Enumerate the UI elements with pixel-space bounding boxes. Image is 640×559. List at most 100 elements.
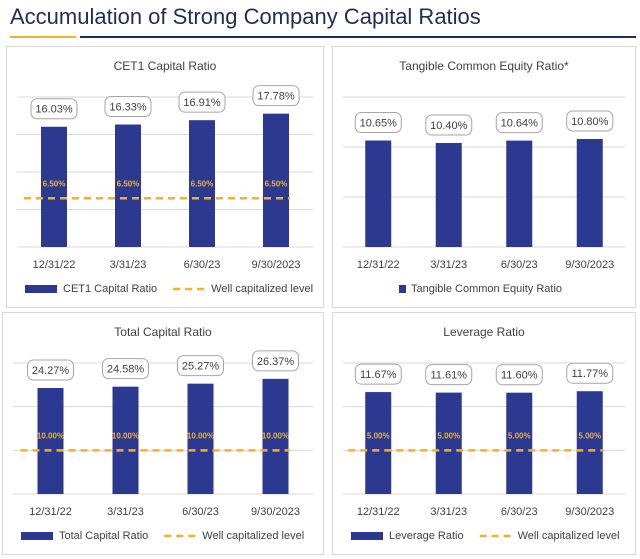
x-tick-label: 3/31/23 [430, 506, 467, 518]
bar [189, 120, 215, 247]
chart-title: Tangible Common Equity Ratio* [399, 59, 569, 73]
data-label: 16.91% [183, 97, 221, 109]
data-label-box [177, 355, 224, 377]
x-tick-label: 9/30/2023 [565, 259, 614, 271]
bar [41, 126, 67, 247]
data-label: 11.67% [360, 369, 397, 381]
page-title: Accumulation of Strong Company Capital R… [10, 4, 481, 29]
legend-label: Tangible Common Equity Ratio [411, 283, 562, 295]
data-label-box [425, 114, 473, 136]
legend-label: Total Capital Ratio [59, 530, 148, 542]
bar [435, 143, 462, 247]
data-label-box [102, 358, 149, 380]
legend-label: Well capitalized level [211, 283, 313, 295]
data-label-box [354, 112, 402, 133]
x-tick-label: 6/30/23 [184, 259, 221, 271]
x-tick-label: 6/30/23 [501, 506, 538, 518]
data-label: 24.58% [107, 364, 145, 376]
data-label: 5.00% [508, 431, 531, 440]
bar [37, 388, 64, 494]
data-label: 6.50% [265, 179, 288, 188]
data-label: 26.37% [257, 356, 295, 368]
data-label: 11.60% [501, 370, 538, 382]
chart-panel: Leverage Ratio 12/31/22 3/31/23 6/30/23 9/30… [332, 312, 636, 555]
data-label: 5.00% [578, 431, 601, 440]
chart-panel: Total Capital Ratio 12/31/22 3/31/23 6/30/2… [2, 312, 324, 555]
bar [187, 383, 214, 494]
data-label-box [354, 363, 402, 385]
data-label: 6.50% [117, 179, 140, 188]
data-label: 11.77% [572, 368, 609, 380]
data-label: 10.64% [501, 118, 539, 130]
legend-label: Leverage Ratio [389, 530, 464, 542]
data-label-box [425, 364, 473, 386]
chart-panel: Tangible Common Equity Ratio* 12/31/22 3/3… [332, 46, 636, 308]
x-tick-label: 3/31/23 [107, 506, 144, 518]
data-label-box [252, 350, 299, 372]
bar [435, 392, 462, 494]
chart: Total Capital Ratio 12/31/22 3/31/23 6/30/2… [13, 325, 313, 542]
data-label-box [30, 98, 78, 120]
x-tick-label: 9/30/2023 [252, 259, 301, 271]
data-label-box [495, 364, 543, 386]
data-label: 10.00% [262, 431, 289, 440]
bar [262, 378, 289, 494]
chart-title: Leverage Ratio [443, 325, 525, 339]
data-label: 10.65% [360, 117, 398, 129]
data-label: 10.40% [430, 120, 468, 132]
data-label: 25.27% [182, 361, 220, 373]
chart: Tangible Common Equity Ratio* 12/31/22 3/3… [343, 59, 625, 295]
bar [365, 392, 392, 494]
legend-label: Well capitalized level [202, 530, 304, 542]
data-label: 6.50% [191, 179, 214, 188]
data-label-box [27, 359, 74, 381]
x-tick-label: 9/30/2023 [565, 506, 614, 518]
bar [506, 392, 533, 494]
bar [576, 139, 603, 247]
data-label: 5.00% [437, 431, 460, 440]
title-rule [10, 36, 76, 38]
chart-panel: CET1 Capital Ratio 12/31/22 3/31/23 6/30/23… [6, 46, 324, 308]
bar [115, 124, 141, 247]
x-tick-label: 6/30/23 [182, 506, 219, 518]
legend-swatch [351, 532, 383, 540]
legend-swatch [25, 285, 57, 293]
x-tick-label: 9/30/2023 [251, 506, 300, 518]
legend-label: CET1 Capital Ratio [63, 283, 157, 295]
bar [506, 140, 533, 247]
data-label: 11.61% [431, 370, 468, 382]
data-label: 10.00% [37, 431, 64, 440]
data-label: 10.00% [187, 431, 214, 440]
x-tick-label: 12/31/22 [357, 259, 400, 271]
x-tick-label: 3/31/23 [110, 259, 147, 271]
legend-swatch [399, 285, 406, 293]
data-label-box [495, 112, 543, 134]
chart: Leverage Ratio 12/31/22 3/31/23 6/30/23 9/30… [343, 325, 625, 542]
title-rule [80, 36, 636, 38]
x-tick-label: 6/30/23 [501, 259, 538, 271]
data-label: 10.00% [112, 431, 139, 440]
data-label: 16.03% [35, 104, 73, 116]
x-tick-label: 12/31/22 [33, 259, 76, 271]
bar [112, 386, 139, 494]
bar [576, 391, 603, 494]
bar [365, 140, 392, 247]
x-tick-label: 12/31/22 [29, 506, 72, 518]
chart: CET1 Capital Ratio 12/31/22 3/31/23 6/30/23… [17, 59, 313, 295]
bar [263, 113, 289, 248]
legend-swatch [21, 532, 53, 540]
data-label-box [566, 110, 614, 132]
data-label: 6.50% [43, 179, 66, 188]
chart-title: CET1 Capital Ratio [114, 59, 217, 73]
data-label: 17.78% [257, 91, 295, 103]
x-tick-label: 12/31/22 [357, 506, 400, 518]
data-label-box [104, 96, 152, 118]
data-label: 10.80% [571, 116, 609, 128]
legend-label: Well capitalized level [518, 530, 620, 542]
data-label: 24.27% [32, 365, 70, 377]
chart-title: Total Capital Ratio [114, 325, 212, 339]
data-label-box [566, 362, 614, 384]
data-label-box [252, 85, 300, 107]
data-label-box [178, 91, 226, 113]
